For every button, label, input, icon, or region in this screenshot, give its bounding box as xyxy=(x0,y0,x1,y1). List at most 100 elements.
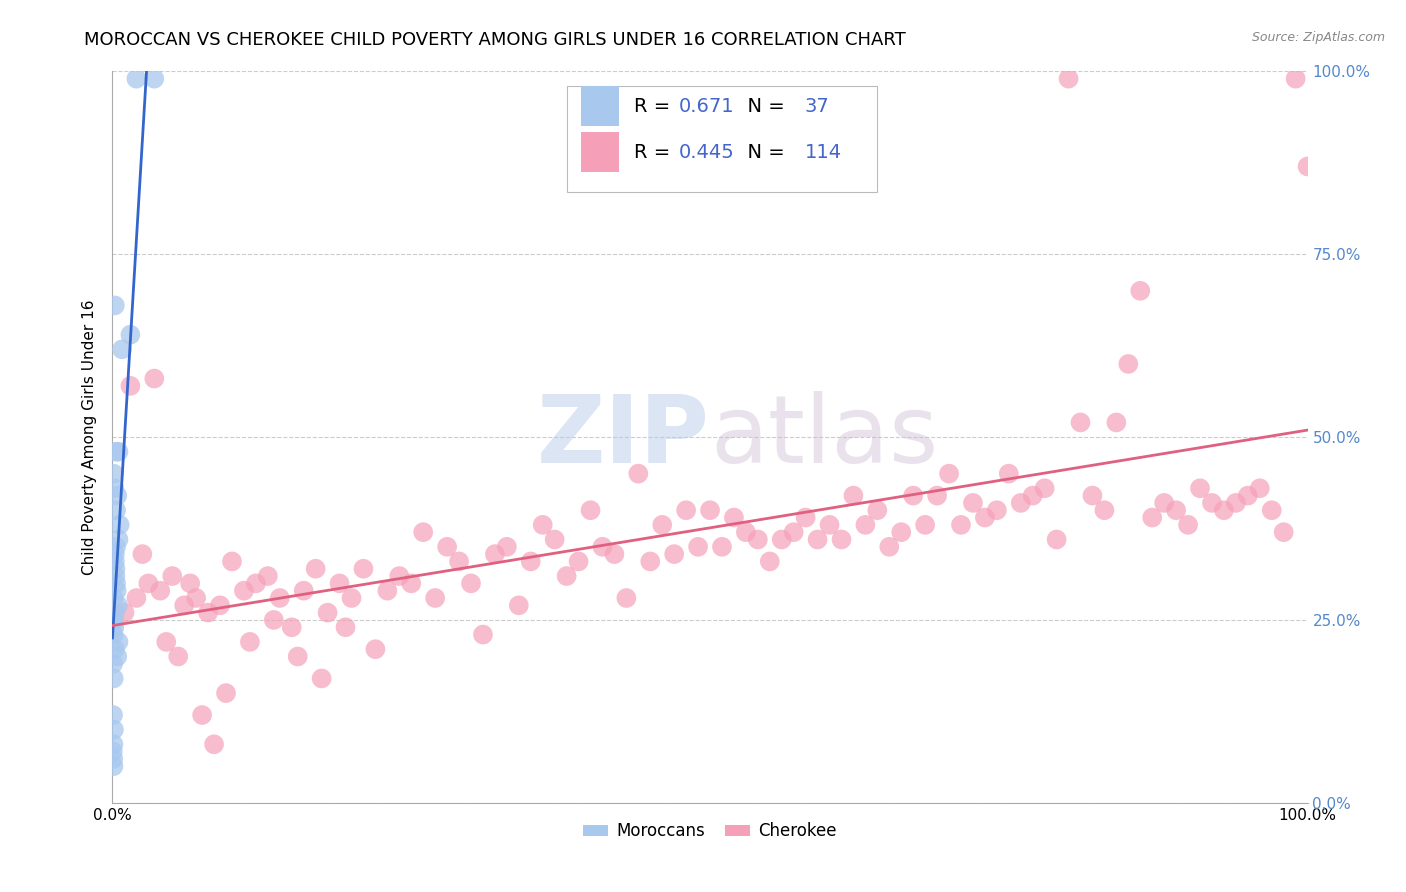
Point xyxy=(914,517,936,532)
Text: atlas: atlas xyxy=(710,391,938,483)
Point xyxy=(103,759,125,773)
Point xyxy=(103,591,125,605)
Point xyxy=(114,606,135,620)
Point xyxy=(120,327,142,342)
Point xyxy=(1081,489,1104,503)
Text: R =: R = xyxy=(634,96,676,116)
Point xyxy=(627,467,650,481)
Point xyxy=(143,71,166,86)
Point xyxy=(460,576,482,591)
Point xyxy=(311,672,333,686)
Point xyxy=(292,583,315,598)
FancyBboxPatch shape xyxy=(567,86,877,192)
Point xyxy=(335,620,357,634)
Point xyxy=(197,606,219,620)
Point xyxy=(263,613,285,627)
Point xyxy=(281,620,304,634)
FancyBboxPatch shape xyxy=(581,86,619,127)
Point xyxy=(125,71,148,86)
Point xyxy=(1249,481,1271,495)
Point xyxy=(962,496,984,510)
Point xyxy=(974,510,997,524)
Point xyxy=(1153,496,1175,510)
Point xyxy=(1105,416,1128,430)
Point xyxy=(688,540,710,554)
Point xyxy=(1129,284,1152,298)
Point xyxy=(675,503,697,517)
Point xyxy=(723,510,745,524)
Point xyxy=(484,547,506,561)
Point xyxy=(807,533,830,547)
Text: R =: R = xyxy=(634,143,676,161)
Point xyxy=(579,503,602,517)
Point xyxy=(1022,489,1045,503)
Point xyxy=(770,533,793,547)
Point xyxy=(794,510,817,524)
Point xyxy=(1225,496,1247,510)
Point xyxy=(202,737,225,751)
Point xyxy=(103,613,125,627)
Point xyxy=(103,672,125,686)
Point xyxy=(103,627,125,641)
Point xyxy=(1142,510,1164,524)
Point xyxy=(209,599,232,613)
Point xyxy=(287,649,309,664)
Point xyxy=(449,554,471,568)
Point xyxy=(111,343,134,357)
Point xyxy=(831,533,853,547)
Point xyxy=(233,583,256,598)
Point xyxy=(101,708,124,723)
Point xyxy=(1033,481,1056,495)
Point xyxy=(735,525,758,540)
Point xyxy=(103,737,125,751)
Point xyxy=(305,562,328,576)
Point xyxy=(1046,533,1069,547)
Point xyxy=(842,489,865,503)
Point xyxy=(103,481,125,495)
Text: ZIP: ZIP xyxy=(537,391,710,483)
Point xyxy=(1237,489,1260,503)
Point xyxy=(120,379,142,393)
Point xyxy=(903,489,925,503)
Point xyxy=(257,569,280,583)
Point xyxy=(1201,496,1223,510)
Text: Source: ZipAtlas.com: Source: ZipAtlas.com xyxy=(1251,31,1385,45)
Point xyxy=(269,591,291,605)
Point xyxy=(125,591,148,605)
Point xyxy=(555,569,578,583)
Point xyxy=(329,576,352,591)
Point xyxy=(592,540,614,554)
Point xyxy=(103,620,125,634)
Point xyxy=(747,533,769,547)
Point xyxy=(107,635,129,649)
Point xyxy=(520,554,543,568)
Point xyxy=(651,517,673,532)
Text: N =: N = xyxy=(735,96,792,116)
Point xyxy=(245,576,267,591)
Point xyxy=(1070,416,1092,430)
Point xyxy=(104,547,127,561)
Point xyxy=(353,562,375,576)
Point xyxy=(616,591,638,605)
Point xyxy=(818,517,841,532)
Point xyxy=(1177,517,1199,532)
Point xyxy=(104,642,127,657)
Point xyxy=(388,569,411,583)
Point xyxy=(425,591,447,605)
Point xyxy=(377,583,399,598)
Point xyxy=(1296,160,1319,174)
Point xyxy=(107,599,129,613)
Point xyxy=(664,547,686,561)
Point xyxy=(879,540,901,554)
Point xyxy=(221,554,243,568)
Text: 0.445: 0.445 xyxy=(679,143,735,161)
Point xyxy=(1166,503,1188,517)
Point xyxy=(105,540,128,554)
Point xyxy=(108,517,131,532)
Point xyxy=(103,467,125,481)
Point xyxy=(104,554,127,568)
Point xyxy=(107,533,129,547)
Point xyxy=(155,635,177,649)
Point xyxy=(866,503,889,517)
Point xyxy=(412,525,434,540)
